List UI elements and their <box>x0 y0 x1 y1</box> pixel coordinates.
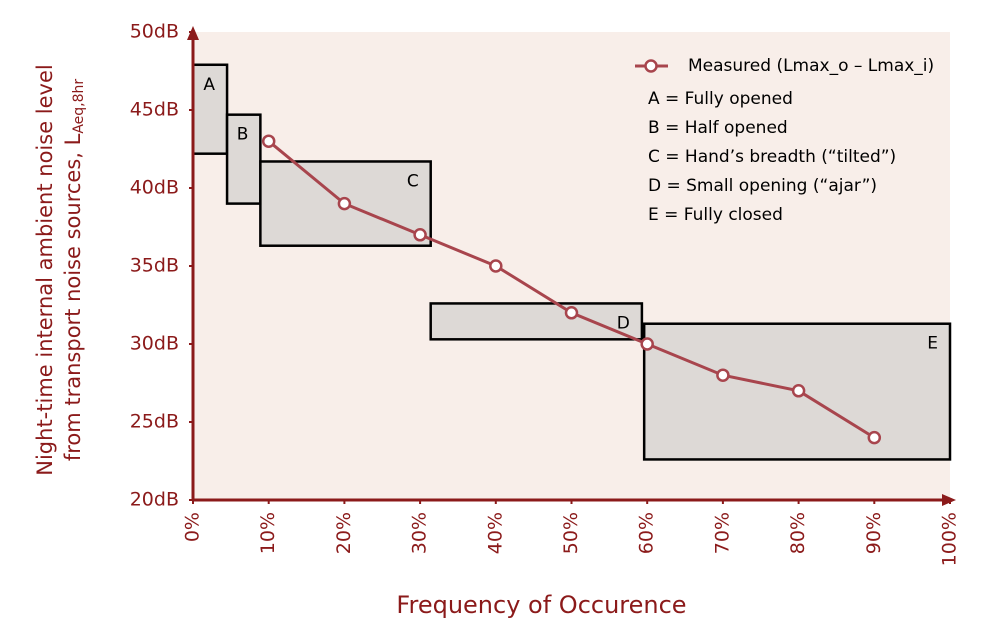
data-point <box>867 430 882 445</box>
x-tick-label: 50% <box>560 512 582 554</box>
x-tick-label: 70% <box>711 512 733 554</box>
legend-marker <box>644 59 658 73</box>
data-point <box>261 134 276 148</box>
y-axis-title: from transport noise sources, LAeq,8hr <box>61 79 87 462</box>
legend-note: B = Half opened <box>648 118 788 138</box>
y-tick-label: 35dB <box>130 255 179 277</box>
legend-note: D = Small opening (“ajar”) <box>648 176 877 196</box>
y-axis-title-subscript: Aeq,8hr <box>71 79 87 134</box>
y-axis-title: Night-time internal ambient noise level <box>33 64 57 475</box>
y-axis-arrow <box>187 26 199 40</box>
y-tick-label: 20dB <box>130 489 179 511</box>
legend-note: C = Hand’s breadth (“tilted”) <box>648 147 896 167</box>
range-label: C <box>407 171 419 191</box>
y-tick-label: 50dB <box>130 21 179 43</box>
data-point <box>337 196 352 211</box>
y-tick-label: 40dB <box>130 177 179 199</box>
legend-note: E = Fully closed <box>648 205 783 225</box>
x-tick-label: 90% <box>863 512 885 554</box>
x-tick-label: 40% <box>484 512 506 554</box>
x-tick-label: 20% <box>333 512 355 554</box>
x-tick-label: 100% <box>939 512 961 566</box>
data-point <box>413 228 427 242</box>
x-tick-label: 10% <box>257 512 279 554</box>
y-axis-title-main: from transport noise sources, L <box>61 133 85 461</box>
range-label: D <box>617 313 630 333</box>
x-tick-label: 30% <box>409 512 431 554</box>
x-axis-arrow <box>942 494 956 506</box>
range-box <box>191 63 229 155</box>
x-axis-title: Frequency of Occurence <box>396 591 686 619</box>
x-tick-label: 60% <box>636 512 658 554</box>
data-point <box>640 337 654 351</box>
range-label: E <box>927 334 938 354</box>
data-point <box>489 259 503 273</box>
data-point <box>716 368 730 382</box>
data-point <box>564 306 579 320</box>
legend-label: Measured (Lmax_o – Lmax_i) <box>688 56 934 76</box>
legend-note: A = Fully opened <box>648 89 793 109</box>
range-box <box>225 113 262 205</box>
range-label: A <box>203 75 215 95</box>
y-tick-label: 25dB <box>130 411 179 433</box>
range-box <box>429 302 644 341</box>
y-tick-label: 30dB <box>130 333 179 355</box>
data-point <box>791 384 806 398</box>
y-tick-label: 45dB <box>130 99 179 121</box>
x-tick-label: 80% <box>787 512 809 554</box>
y-axis-title-group: Night-time internal ambient noise level f… <box>33 64 87 475</box>
x-tick-label: 0% <box>182 512 204 542</box>
range-label: B <box>237 125 249 145</box>
